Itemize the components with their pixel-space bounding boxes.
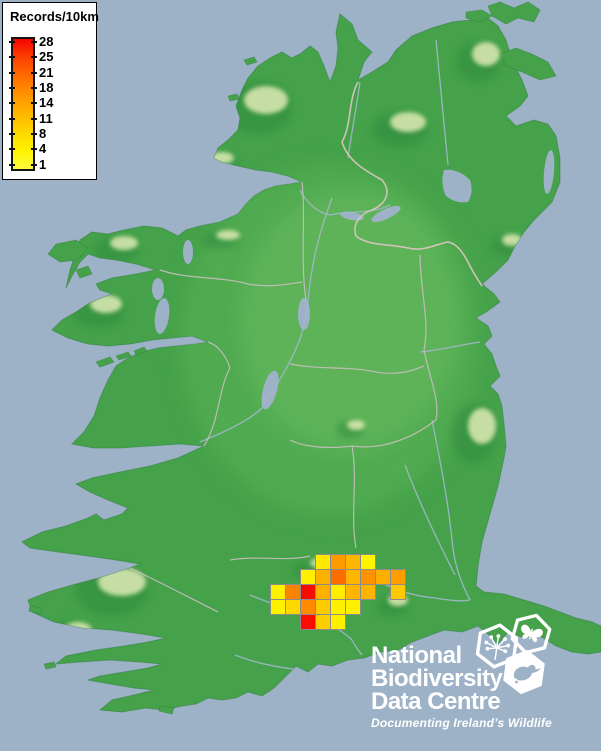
legend-tick-mark [9,117,15,120]
legend-tick-label: 28 [39,33,54,49]
logo-tagline: Documenting Ireland’s Wildlife [371,716,553,730]
legend-panel: Records/10km 28 25 21 18 14 11 8 4 1 [2,2,99,180]
landmass [21,1,601,715]
heat-cell [375,569,391,585]
logo-line-2: Biodiversity [371,665,503,692]
heat-cell [300,614,316,630]
legend-tick-mark [31,87,37,90]
legend-tick-mark [31,148,37,151]
legend-tick-mark [9,41,15,43]
legend-tick-mark [9,133,15,136]
heat-cell [300,584,316,600]
heat-cell [285,599,301,615]
legend-tick-mark [31,71,37,74]
nbdc-logo: National Biodiversity Data Centre Docume… [371,613,553,730]
islands [28,1,557,715]
heat-cell [285,584,301,600]
legend-tick-label: 14 [39,95,54,111]
heat-cell [330,584,346,600]
logo-hexagons [475,613,552,695]
heat-cell [330,614,346,630]
rivers [199,39,481,671]
heat-cell [345,599,361,615]
heat-cell [270,599,286,615]
lakes [152,150,555,410]
heat-cell [315,599,331,615]
heat-cell [330,554,346,570]
logo-line-3: Data Centre [371,688,501,715]
logo-line-1: National [371,642,462,669]
heat-cell [345,584,361,600]
heat-cell [300,599,316,615]
legend-tick-mark [31,102,37,105]
heat-cell [315,584,331,600]
heat-cell [345,554,361,570]
legend-tick-label: 11 [39,110,53,126]
heat-cell [345,569,361,585]
heat-cell [390,584,406,600]
legend-tick-label: 18 [39,79,54,95]
legend-tick-mark [9,148,15,151]
bird-icon [503,649,545,695]
heat-cell [360,569,376,585]
heat-cell [330,569,346,585]
heat-cell [390,569,406,585]
legend-tick-mark [31,163,37,166]
legend-tick-mark [31,41,37,43]
legend-tick-label: 25 [39,49,54,65]
legend-tick-mark [9,102,15,105]
heat-cell [300,569,316,585]
heat-cell [270,584,286,600]
county-boundaries [129,181,438,613]
heat-cell [315,614,331,630]
legend-tick-mark [31,133,37,136]
heat-cell [330,599,346,615]
legend-tick-label: 4 [39,141,47,157]
legend-tick-mark [9,163,15,166]
legend-tick-mark [31,56,37,59]
legend-tick-mark [31,117,37,120]
legend-tick-label: 8 [39,125,47,141]
seed-head-icon [475,623,519,669]
heat-cell [315,554,331,570]
legend-tick-mark [9,71,15,74]
ni-border [341,81,483,287]
legend-title: Records/10km [10,9,99,24]
legend-tick-mark [9,87,15,90]
legend-tick-label: 21 [39,64,54,80]
heat-cell [360,554,376,570]
legend-tick-label: 1 [39,156,47,172]
heat-cell [360,584,376,600]
legend-tick-mark [9,56,15,59]
terrain-shading [48,39,555,671]
heat-cell [315,569,331,585]
